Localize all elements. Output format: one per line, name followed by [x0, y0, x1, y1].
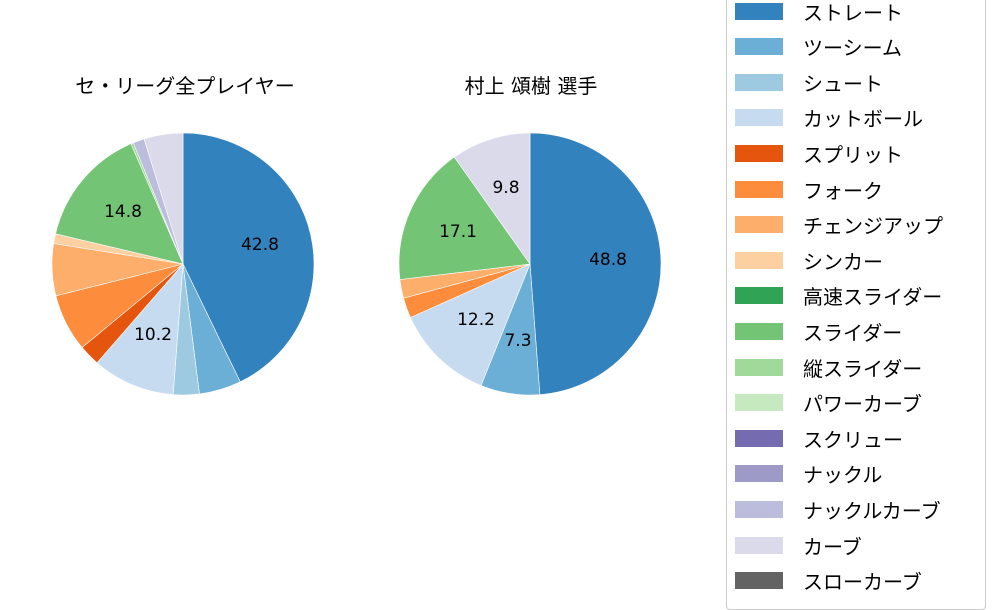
slice-value-label: 9.8 [492, 178, 519, 198]
legend-swatch [735, 572, 783, 590]
league-pie-chart: 42.8 10.2 14.8 [51, 132, 315, 396]
pie-charts: 42.8 10.2 14.8 48.8 7.3 12.2 17.1 9.8 [51, 132, 662, 396]
legend-label: スライダー [803, 320, 903, 345]
legend-swatch [735, 536, 783, 554]
pie-slice [143, 132, 184, 265]
legend-swatch [735, 180, 783, 198]
legend-swatch [735, 322, 783, 340]
legend-label: カーブ [803, 534, 862, 559]
legend-swatch [735, 216, 783, 234]
legend-label: チェンジアップ [803, 214, 943, 239]
slice-value-label: 10.2 [134, 325, 172, 345]
legend-label: シュート [803, 71, 883, 96]
slice-value-label: 48.8 [589, 250, 627, 270]
legend: ストレートツーシームシュートカットボール スプリットフォークチェンジアップ シンカー… [726, 0, 986, 610]
legend-label: スローカーブ [803, 570, 922, 595]
legend-swatch [735, 287, 783, 305]
legend-swatch [735, 394, 783, 412]
legend-item: パワーカーブ [735, 391, 922, 417]
legend-item: ツーシーム [735, 35, 902, 61]
pie-slice [55, 143, 184, 265]
legend-item: 縦スライダー [735, 355, 923, 381]
legend-item: ストレート [735, 0, 903, 25]
legend-swatch [735, 38, 783, 56]
legend-label: 高速スライダー [803, 285, 943, 310]
legend-swatch [735, 251, 783, 269]
right-chart-title: 村上 頌樹 選手 [464, 74, 598, 98]
legend-swatch [735, 73, 783, 91]
legend-item: シュート [735, 70, 883, 96]
slice-value-label: 17.1 [439, 222, 477, 242]
pie-slice [453, 132, 531, 265]
pie-slice [529, 132, 662, 395]
legend-swatch [735, 2, 783, 20]
legend-swatch [735, 465, 783, 483]
legend-item: スプリット [735, 141, 903, 167]
legend-item: ナックル [735, 462, 883, 488]
legend-label: ストレート [803, 0, 903, 25]
pie-slice [182, 132, 315, 383]
player-pie-chart: 48.8 7.3 12.2 17.1 9.8 [398, 132, 662, 396]
slice-value-label: 12.2 [457, 310, 495, 330]
left-chart-title: セ・リーグ全プレイヤー [75, 74, 295, 98]
legend-label: ツーシーム [803, 36, 902, 61]
legend-swatch [735, 358, 783, 376]
legend-item: スライダー [735, 319, 903, 345]
legend-swatch [735, 429, 783, 447]
legend-label: スクリュー [803, 427, 903, 452]
legend-swatch [735, 500, 783, 518]
legend-item: 高速スライダー [735, 284, 943, 310]
legend-item: スローカーブ [735, 569, 922, 595]
legend-label: ナックルカーブ [803, 498, 941, 523]
pie-slice [410, 263, 531, 386]
legend-swatch [735, 109, 783, 127]
legend-label: フォーク [803, 178, 883, 203]
pie-slice [96, 263, 184, 395]
legend-item: ナックルカーブ [735, 497, 941, 523]
slice-value-label: 42.8 [241, 235, 279, 255]
legend-item: カットボール [735, 106, 923, 132]
pie-slice [398, 156, 531, 280]
slice-value-label: 14.8 [104, 202, 142, 222]
legend-label: スプリット [803, 142, 903, 167]
legend-label: 縦スライダー [803, 356, 923, 381]
legend-label: カットボール [803, 107, 923, 132]
legend-item: フォーク [735, 177, 883, 203]
legend-label: シンカー [803, 249, 883, 274]
legend-item: カーブ [735, 533, 862, 559]
legend-label: ナックル [803, 463, 883, 488]
legend-item: チェンジアップ [735, 213, 943, 239]
legend-item: スクリュー [735, 426, 903, 452]
legend-swatch [735, 144, 783, 162]
legend-label: パワーカーブ [803, 392, 922, 417]
legend-item: シンカー [735, 248, 883, 274]
slice-value-label: 7.3 [504, 331, 531, 351]
